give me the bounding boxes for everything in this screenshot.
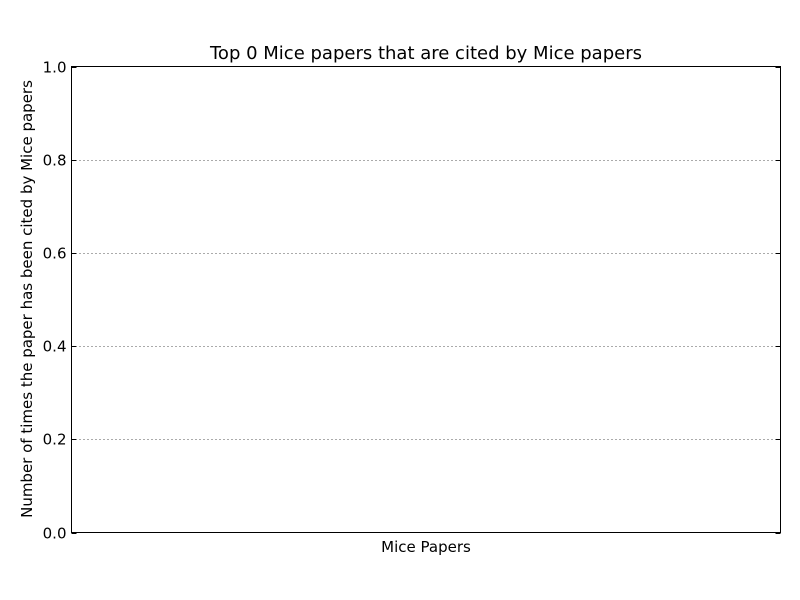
x-axis-label: Mice Papers	[381, 538, 471, 556]
y-ticks: 0.0 0.2 0.4 0.6 0.8 1.0	[43, 59, 781, 543]
y-tick-label: 0.8	[43, 152, 67, 170]
plot-area-frame	[71, 66, 781, 533]
y-tick-label: 1.0	[43, 59, 67, 77]
y-tick-label: 0.2	[43, 431, 67, 449]
y-axis-label: Number of times the paper has been cited…	[18, 80, 36, 518]
y-tick-label: 0.6	[43, 245, 67, 263]
chart-title: Top 0 Mice papers that are cited by Mice…	[209, 43, 642, 64]
y-tick-label: 0.0	[43, 525, 67, 543]
grid-lines	[71, 160, 781, 440]
y-tick-label: 0.4	[43, 338, 67, 356]
